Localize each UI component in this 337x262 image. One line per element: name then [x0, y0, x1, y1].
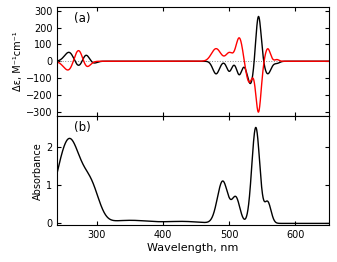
Text: (a): (a): [73, 12, 90, 25]
Y-axis label: Δε, M⁻¹cm⁻¹: Δε, M⁻¹cm⁻¹: [13, 31, 23, 91]
Y-axis label: Absorbance: Absorbance: [33, 142, 43, 199]
Text: (b): (b): [73, 121, 90, 134]
X-axis label: Wavelength, nm: Wavelength, nm: [147, 243, 239, 253]
